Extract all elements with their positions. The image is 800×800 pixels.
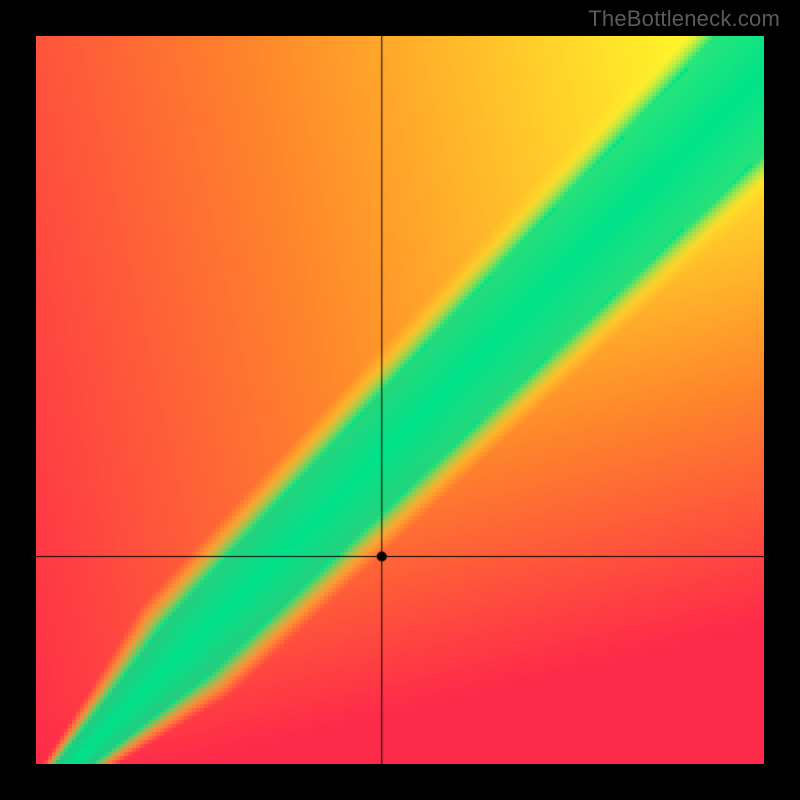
- heatmap-plot: [36, 36, 764, 764]
- heatmap-canvas: [36, 36, 764, 764]
- watermark-text: TheBottleneck.com: [588, 6, 780, 32]
- chart-container: TheBottleneck.com: [0, 0, 800, 800]
